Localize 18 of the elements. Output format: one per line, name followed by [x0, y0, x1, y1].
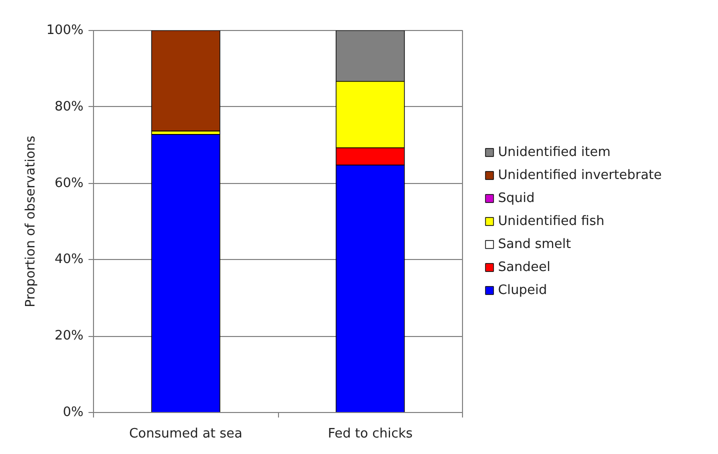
- legend-label: Sandeel: [498, 259, 550, 275]
- y-tick-label: 0%: [62, 405, 84, 420]
- y-tick-label: 80%: [54, 99, 84, 114]
- y-tick-label: 40%: [54, 252, 84, 268]
- y-tick-label: 60%: [54, 176, 84, 191]
- legend-label: Squid: [498, 190, 535, 206]
- bar: [151, 134, 220, 412]
- legend-label: Clupeid: [498, 282, 548, 298]
- legend-label: Unidentified item: [498, 144, 611, 160]
- bar: [151, 30, 220, 132]
- x-tick-label: Fed to chicks: [328, 426, 413, 442]
- legend-label: Unidentified fish: [498, 213, 604, 229]
- legend-label: Sand smelt: [498, 236, 571, 252]
- y-axis-title: Proportion of observations: [23, 136, 38, 308]
- legend-label: Unidentified invertebrate: [498, 167, 662, 183]
- y-tick-label: 20%: [54, 328, 84, 344]
- x-tick-label: Consumed at sea: [129, 426, 242, 442]
- y-tick-label: 100%: [46, 23, 84, 38]
